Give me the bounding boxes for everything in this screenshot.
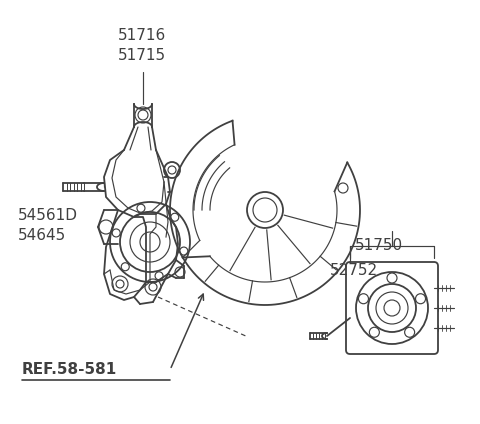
- Circle shape: [247, 192, 283, 228]
- Text: 52752: 52752: [330, 263, 378, 278]
- Text: 51715: 51715: [118, 48, 166, 63]
- Circle shape: [110, 202, 190, 282]
- Text: 51750: 51750: [355, 238, 403, 253]
- Text: 51716: 51716: [118, 28, 166, 43]
- Text: 54561D: 54561D: [18, 208, 78, 223]
- Text: 54645: 54645: [18, 228, 66, 243]
- FancyBboxPatch shape: [346, 262, 438, 354]
- Circle shape: [164, 162, 180, 178]
- Circle shape: [138, 110, 148, 120]
- Circle shape: [368, 284, 416, 332]
- Text: REF.58-581: REF.58-581: [22, 362, 117, 377]
